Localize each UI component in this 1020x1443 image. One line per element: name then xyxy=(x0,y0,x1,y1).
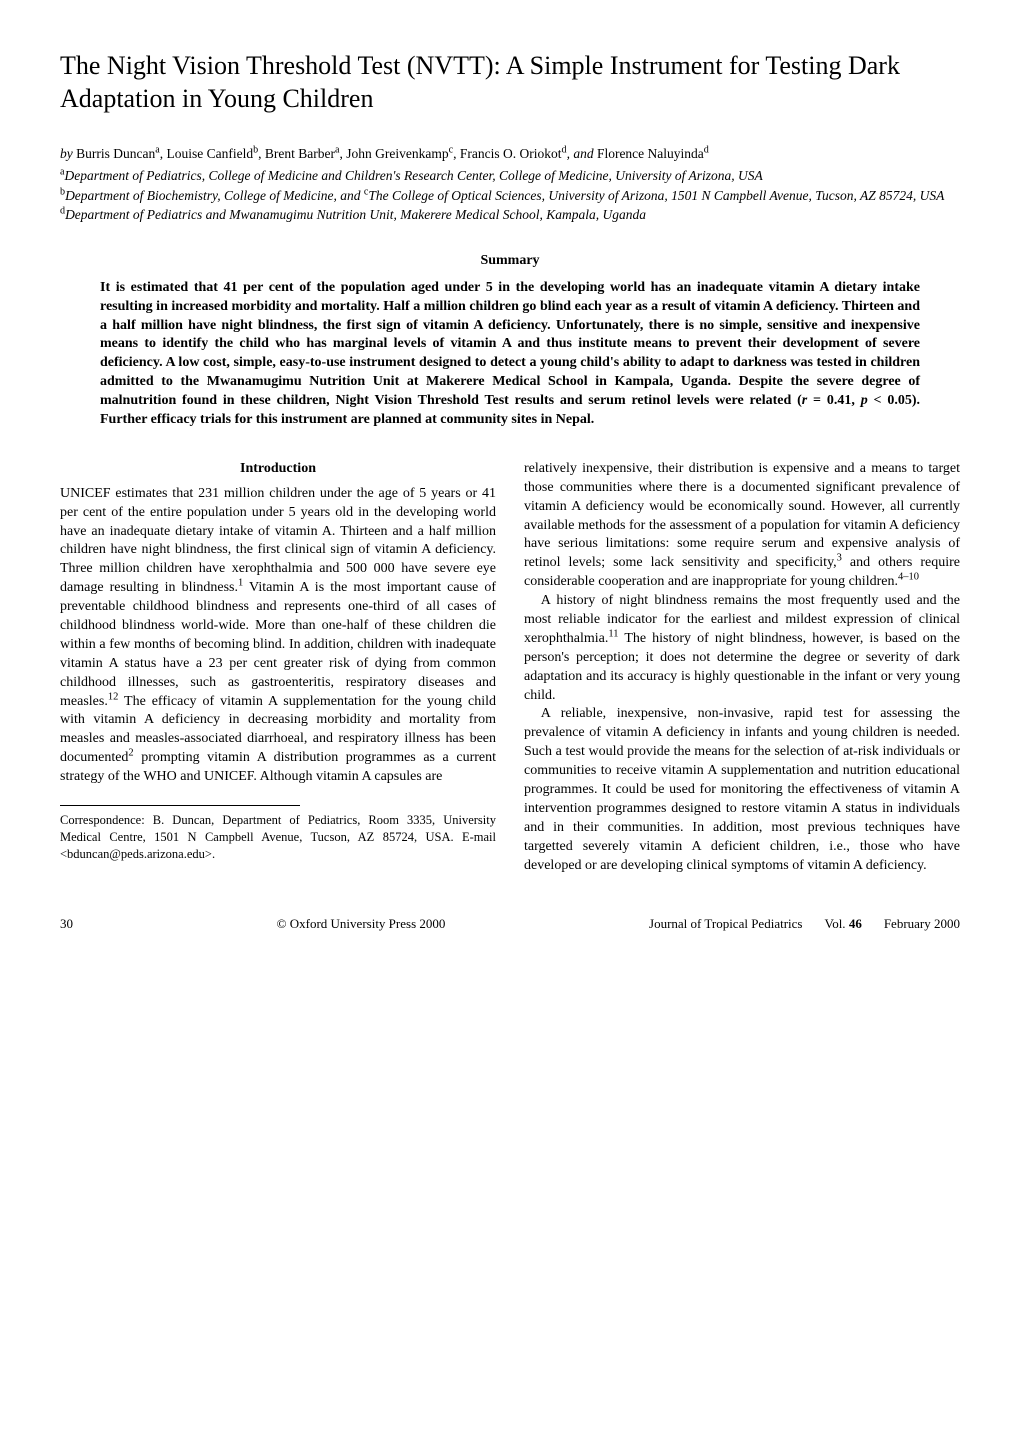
intro-1b: Vitamin A is the most important cause of… xyxy=(60,580,496,708)
r1a: relatively inexpensive, their distributi… xyxy=(524,461,960,570)
affil-b-text1: Department of Biochemistry, College of M… xyxy=(65,188,364,203)
introduction-heading: Introduction xyxy=(60,460,496,479)
author-6-sup: d xyxy=(704,145,709,156)
ref-4-10: 4–10 xyxy=(898,572,919,583)
abstract-p1: It is estimated that 41 per cent of the … xyxy=(100,280,920,408)
journal-name: Journal of Tropical Pediatrics xyxy=(649,915,802,933)
author-2: , Louise Canfield xyxy=(160,146,253,161)
vol-label: Vol. xyxy=(824,916,848,931)
intro-1a: UNICEF estimates that 231 million childr… xyxy=(60,486,496,595)
footer-right: Journal of Tropical Pediatrics Vol. 46 F… xyxy=(649,915,960,933)
affil-b-text2: The College of Optical Sciences, Univers… xyxy=(368,188,944,203)
author-1: Burris Duncan xyxy=(73,146,155,161)
affiliation-bc: bDepartment of Biochemistry, College of … xyxy=(60,187,960,205)
abstract-pval: p xyxy=(861,393,868,408)
author-6: Florence Naluyinda xyxy=(594,146,704,161)
right-para-2: A history of night blindness remains the… xyxy=(524,592,960,705)
affil-a-text: Department of Pediatrics, College of Med… xyxy=(65,168,763,183)
author-4: , John Greivenkamp xyxy=(340,146,449,161)
correspondence: Correspondence: B. Duncan, Department of… xyxy=(60,812,496,863)
volume: Vol. 46 xyxy=(824,915,861,933)
ref-11: 11 xyxy=(608,628,618,639)
copyright: © Oxford University Press 2000 xyxy=(277,915,446,933)
page-number: 30 xyxy=(60,915,73,933)
affiliation-a: aDepartment of Pediatrics, College of Me… xyxy=(60,167,960,185)
authors-line: by Burris Duncana, Louise Canfieldb, Bre… xyxy=(60,145,960,163)
page-footer: 30 © Oxford University Press 2000 Journa… xyxy=(60,915,960,933)
affil-d-text: Department of Pediatrics and Mwanamugimu… xyxy=(65,207,646,222)
author-5: , Francis O. Oriokot xyxy=(453,146,561,161)
right-para-3: A reliable, inexpensive, non-invasive, r… xyxy=(524,705,960,875)
issue-date: February 2000 xyxy=(884,915,960,933)
body-columns: Introduction UNICEF estimates that 231 m… xyxy=(60,460,960,876)
ref-12: 12 xyxy=(108,691,119,702)
right-para-1: relatively inexpensive, their distributi… xyxy=(524,460,960,592)
article-title: The Night Vision Threshold Test (NVTT): … xyxy=(60,50,960,115)
and-word: , and xyxy=(567,146,594,161)
intro-para-1: UNICEF estimates that 231 million childr… xyxy=(60,485,496,787)
summary-heading: Summary xyxy=(60,252,960,271)
affiliation-d: dDepartment of Pediatrics and Mwanamugim… xyxy=(60,206,960,224)
author-3: , Brent Barber xyxy=(258,146,335,161)
abstract: It is estimated that 41 per cent of the … xyxy=(60,279,960,430)
correspondence-rule xyxy=(60,805,300,806)
abstract-p2: = 0.41, xyxy=(807,393,860,408)
vol-number: 46 xyxy=(849,916,862,931)
by-word: by xyxy=(60,146,73,161)
right-column: relatively inexpensive, their distributi… xyxy=(524,460,960,876)
left-column: Introduction UNICEF estimates that 231 m… xyxy=(60,460,496,876)
